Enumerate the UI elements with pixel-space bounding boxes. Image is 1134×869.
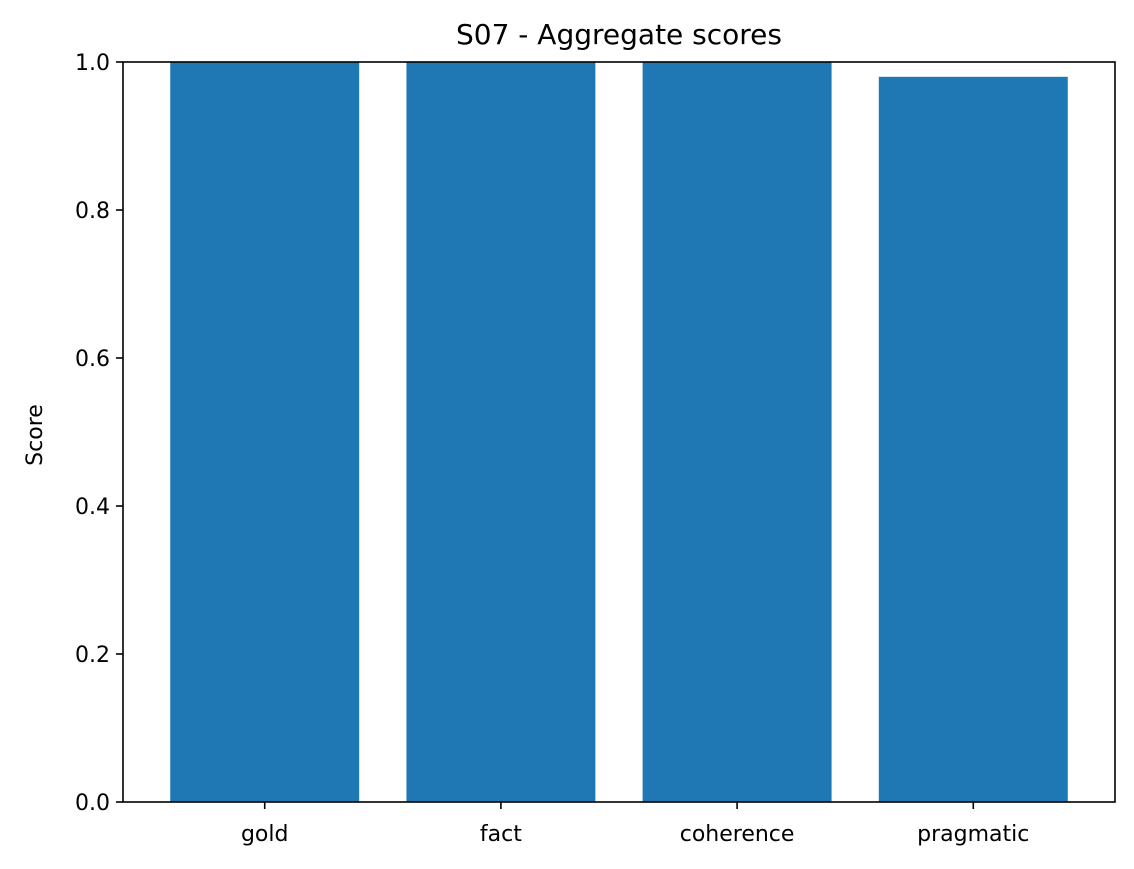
x-tick-label: pragmatic (917, 822, 1029, 847)
x-axis-ticks: gold fact coherence pragmatic (241, 802, 1029, 847)
bars-layer (170, 62, 1068, 803)
bar-gold (170, 62, 360, 802)
y-tick-label: 0.0 (75, 791, 110, 816)
bar-coherence (642, 62, 832, 802)
plot-area-frame (122, 61, 1116, 803)
y-tick-label: 0.6 (75, 347, 110, 372)
x-tick-label: fact (480, 822, 522, 847)
chart-title: S07 - Aggregate scores (456, 18, 782, 51)
y-tick-label: 1.0 (75, 51, 110, 76)
y-tick-label: 0.8 (75, 199, 110, 224)
y-axis-label: Score (23, 404, 48, 466)
bar-fact (406, 62, 596, 802)
y-tick-label: 0.4 (75, 495, 110, 520)
y-axis-ticks: 0.0 0.2 0.4 0.6 0.8 1.0 (75, 51, 123, 816)
bar-pragmatic (878, 76, 1068, 803)
x-tick-label: coherence (680, 822, 795, 847)
y-tick-label: 0.2 (75, 643, 110, 668)
x-tick-label: gold (241, 822, 289, 847)
